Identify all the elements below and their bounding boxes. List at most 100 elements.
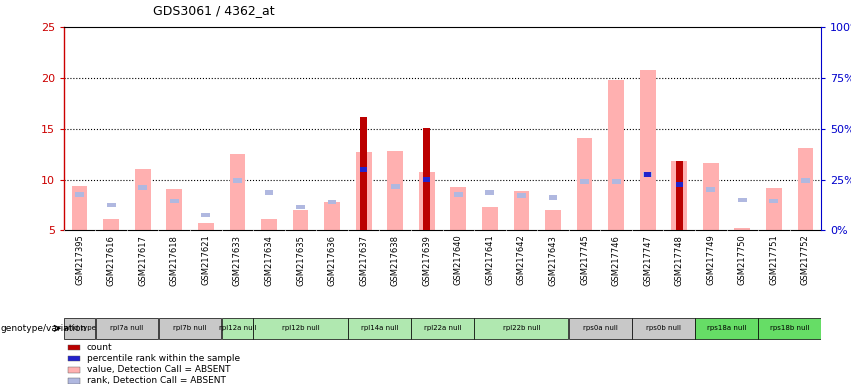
Text: GSM217617: GSM217617	[138, 235, 147, 286]
Text: GSM217636: GSM217636	[328, 235, 336, 286]
Bar	[391, 184, 400, 189]
Bar	[454, 192, 463, 197]
Bar	[387, 151, 403, 230]
Text: GSM217750: GSM217750	[738, 235, 747, 285]
Text: rpl22b null: rpl22b null	[503, 325, 540, 331]
Text: genotype/variation: genotype/variation	[1, 324, 87, 333]
Text: GSM217641: GSM217641	[485, 235, 494, 285]
Text: GSM217616: GSM217616	[106, 235, 116, 286]
Text: rps0a null: rps0a null	[583, 325, 618, 331]
Bar	[643, 172, 652, 177]
Bar	[632, 318, 694, 339]
Text: GSM217746: GSM217746	[612, 235, 620, 286]
Text: rpl12b null: rpl12b null	[282, 325, 319, 331]
Bar	[419, 172, 435, 230]
Bar	[549, 195, 557, 200]
Text: GSM217751: GSM217751	[769, 235, 779, 285]
Bar	[167, 189, 182, 230]
Text: GSM217638: GSM217638	[391, 235, 400, 286]
Bar	[293, 210, 308, 230]
Bar	[68, 345, 80, 351]
Bar	[170, 199, 179, 203]
Bar	[230, 154, 245, 230]
Bar	[103, 219, 119, 230]
Bar	[71, 185, 88, 230]
Bar	[324, 202, 340, 230]
Bar	[159, 318, 221, 339]
Bar	[328, 200, 336, 204]
Bar	[254, 318, 347, 339]
Bar	[766, 188, 782, 230]
Bar	[450, 187, 466, 230]
Bar	[68, 367, 80, 372]
Bar	[703, 163, 718, 230]
Text: rpl7b null: rpl7b null	[174, 325, 207, 331]
Bar	[261, 219, 277, 230]
Bar	[695, 318, 757, 339]
Bar	[738, 197, 746, 202]
Bar	[577, 138, 592, 230]
Bar	[233, 178, 242, 183]
Bar	[580, 179, 589, 184]
Text: GSM217642: GSM217642	[517, 235, 526, 285]
Bar	[360, 167, 367, 172]
Bar	[360, 118, 367, 230]
Text: rpl22a null: rpl22a null	[424, 325, 461, 331]
Bar	[769, 199, 779, 203]
Bar	[474, 318, 568, 339]
Bar	[612, 179, 620, 184]
Bar	[485, 190, 494, 195]
Bar	[134, 169, 151, 230]
Bar	[640, 70, 655, 230]
Text: GSM217643: GSM217643	[549, 235, 557, 286]
Bar	[139, 185, 147, 190]
Text: GSM217395: GSM217395	[75, 235, 84, 285]
Bar	[348, 318, 411, 339]
Bar	[75, 192, 84, 197]
Bar	[68, 378, 80, 384]
Bar	[797, 148, 814, 230]
Text: rps18b null: rps18b null	[770, 325, 809, 331]
Text: rpl14a null: rpl14a null	[361, 325, 398, 331]
Bar	[482, 207, 498, 230]
Text: rpl12a null: rpl12a null	[219, 325, 256, 331]
Text: rank, Detection Call = ABSENT: rank, Detection Call = ABSENT	[87, 376, 226, 384]
Bar	[644, 172, 651, 177]
Bar	[222, 318, 253, 339]
Text: GSM217745: GSM217745	[580, 235, 589, 285]
Bar	[356, 152, 372, 230]
Bar	[95, 318, 158, 339]
Bar	[734, 228, 751, 230]
Text: rps0b null: rps0b null	[646, 325, 681, 331]
Text: GSM217752: GSM217752	[801, 235, 810, 285]
Bar	[513, 191, 529, 230]
Text: wild type: wild type	[64, 325, 95, 331]
Bar	[423, 177, 431, 182]
Text: GSM217621: GSM217621	[202, 235, 210, 285]
Bar	[569, 318, 631, 339]
Bar	[676, 161, 683, 230]
Text: rpl7a null: rpl7a null	[111, 325, 144, 331]
Text: GSM217633: GSM217633	[233, 235, 242, 286]
Text: GSM217749: GSM217749	[706, 235, 715, 285]
Bar	[411, 318, 474, 339]
Text: GSM217639: GSM217639	[422, 235, 431, 286]
Bar	[801, 178, 810, 183]
Bar	[706, 187, 715, 192]
Bar	[296, 205, 305, 209]
Text: GSM217748: GSM217748	[675, 235, 683, 286]
Text: GSM217747: GSM217747	[643, 235, 652, 286]
Text: percentile rank within the sample: percentile rank within the sample	[87, 354, 240, 363]
Bar	[545, 210, 561, 230]
Text: GSM217618: GSM217618	[170, 235, 179, 286]
Bar	[265, 190, 273, 195]
Text: GSM217635: GSM217635	[296, 235, 305, 286]
Text: value, Detection Call = ABSENT: value, Detection Call = ABSENT	[87, 365, 230, 374]
Bar	[671, 161, 687, 230]
Bar	[517, 194, 526, 198]
Text: GSM217634: GSM217634	[265, 235, 273, 286]
Bar	[68, 356, 80, 361]
Text: GSM217640: GSM217640	[454, 235, 463, 285]
Bar	[64, 318, 95, 339]
Bar	[198, 223, 214, 230]
